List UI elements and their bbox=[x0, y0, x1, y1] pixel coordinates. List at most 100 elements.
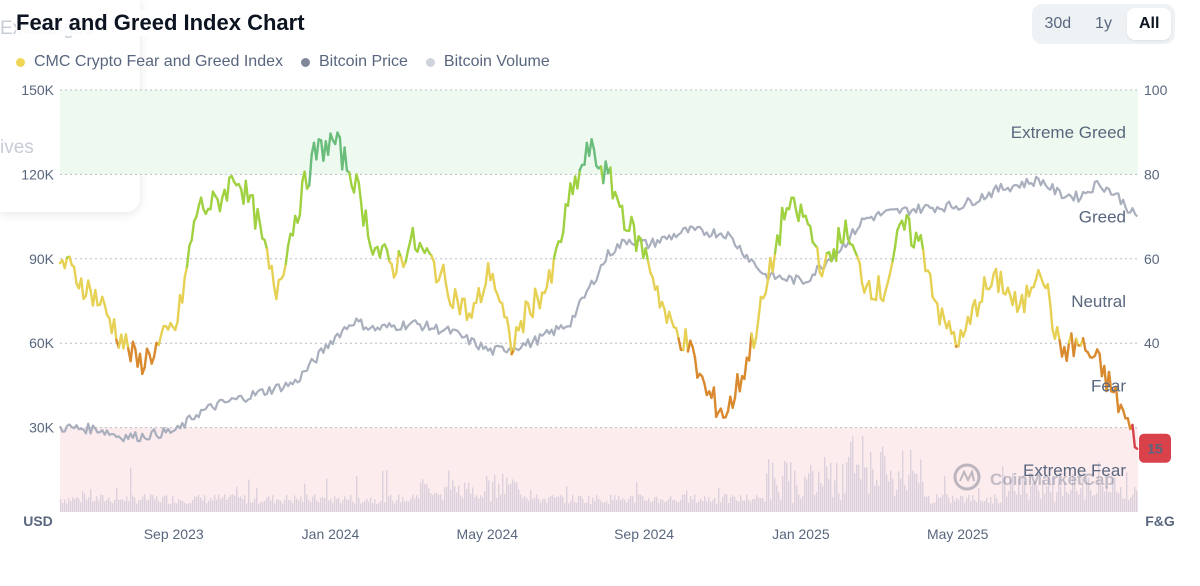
volume-bar bbox=[178, 499, 180, 512]
volume-bar bbox=[916, 474, 918, 512]
volume-bar bbox=[322, 496, 324, 512]
volume-bar bbox=[350, 495, 352, 512]
volume-bar bbox=[562, 496, 564, 512]
volume-bar bbox=[652, 501, 654, 512]
volume-bar bbox=[934, 502, 936, 512]
fear-greed-segment bbox=[86, 279, 92, 292]
volume-bar bbox=[424, 484, 426, 512]
volume-bar bbox=[814, 495, 816, 512]
volume-bar bbox=[516, 482, 518, 512]
volume-bar bbox=[162, 497, 164, 512]
volume-bar bbox=[452, 480, 454, 512]
volume-bar bbox=[930, 503, 932, 512]
fear-greed-segment bbox=[999, 270, 1005, 295]
volume-bar bbox=[644, 500, 646, 512]
volume-bar bbox=[462, 498, 464, 512]
legend-item-fear-greed[interactable]: CMC Crypto Fear and Greed Index bbox=[16, 53, 283, 71]
range-all-button[interactable]: All bbox=[1127, 8, 1172, 40]
volume-bar bbox=[374, 499, 376, 512]
volume-bar bbox=[884, 456, 886, 512]
x-axis-tick: Sep 2024 bbox=[614, 526, 674, 542]
fear-greed-segment bbox=[482, 282, 487, 294]
legend-item-bitcoin-price[interactable]: Bitcoin Price bbox=[301, 53, 408, 71]
volume-bar bbox=[912, 470, 914, 512]
volume-bar bbox=[910, 449, 912, 512]
volume-bar bbox=[468, 482, 470, 512]
volume-bar bbox=[1112, 478, 1114, 512]
volume-bar bbox=[272, 495, 274, 512]
fear-greed-segment bbox=[129, 340, 135, 363]
legend-item-bitcoin-volume[interactable]: Bitcoin Volume bbox=[425, 53, 550, 71]
volume-bar bbox=[388, 496, 390, 512]
volume-bar bbox=[1002, 466, 1004, 512]
volume-bar bbox=[64, 499, 66, 512]
volume-bar bbox=[566, 486, 568, 512]
fear-greed-segment bbox=[533, 287, 539, 299]
volume-bar bbox=[220, 499, 222, 512]
volume-bar bbox=[204, 495, 206, 512]
volume-bar bbox=[788, 480, 790, 512]
volume-bar bbox=[218, 495, 220, 512]
fear-greed-segment bbox=[590, 138, 596, 151]
volume-bar bbox=[490, 500, 492, 512]
volume-bar bbox=[746, 494, 748, 512]
right-axis-unit: F&G bbox=[1145, 513, 1175, 529]
volume-bar bbox=[94, 500, 96, 512]
volume-bar bbox=[1008, 490, 1010, 512]
volume-bar bbox=[432, 494, 434, 512]
fear-greed-segment bbox=[453, 288, 459, 302]
volume-bar bbox=[512, 479, 514, 512]
volume-bar bbox=[718, 488, 720, 512]
left-axis-tick: 150K bbox=[21, 82, 54, 98]
volume-bar bbox=[844, 492, 846, 512]
fear-greed-segment bbox=[522, 300, 527, 334]
volume-bar bbox=[110, 501, 112, 512]
volume-bar bbox=[366, 498, 368, 512]
legend-dot-icon bbox=[16, 57, 25, 67]
fear-greed-segment bbox=[491, 272, 497, 291]
volume-bar bbox=[604, 502, 606, 512]
fear-greed-segment bbox=[152, 341, 158, 358]
volume-bar bbox=[154, 499, 156, 512]
current-value-badge bbox=[1139, 433, 1171, 463]
volume-bar bbox=[994, 494, 996, 512]
fear-greed-segment bbox=[531, 287, 537, 319]
volume-bar bbox=[1090, 490, 1092, 512]
volume-bar bbox=[646, 500, 648, 512]
volume-bar bbox=[570, 501, 572, 512]
range-1y-button[interactable]: 1y bbox=[1095, 15, 1112, 32]
volume-bar bbox=[266, 498, 268, 512]
fear-greed-segment bbox=[552, 246, 558, 260]
volume-bar bbox=[526, 498, 528, 512]
volume-bar bbox=[320, 497, 322, 512]
fear-greed-segment bbox=[609, 166, 614, 200]
volume-bar bbox=[126, 496, 128, 512]
volume-bar bbox=[130, 467, 132, 512]
volume-bar bbox=[940, 497, 942, 512]
chart-legend: CMC Crypto Fear and Greed Index Bitcoin … bbox=[16, 53, 550, 71]
volume-bar bbox=[724, 494, 726, 512]
fear-greed-segment bbox=[195, 204, 201, 219]
zone-label: Extreme Fear bbox=[1023, 461, 1126, 480]
fear-greed-segment bbox=[882, 289, 887, 303]
range-30d-button[interactable]: 30d bbox=[1044, 15, 1072, 32]
volume-bar bbox=[152, 495, 154, 512]
volume-bar bbox=[1034, 480, 1036, 512]
fear-greed-segment bbox=[411, 226, 417, 251]
volume-bar bbox=[856, 464, 858, 512]
volume-bar bbox=[540, 502, 542, 512]
fear-greed-segment bbox=[275, 278, 280, 301]
fear-greed-segment bbox=[256, 207, 262, 225]
fear-greed-segment bbox=[952, 330, 958, 348]
volume-bar bbox=[96, 496, 98, 512]
volume-bar bbox=[186, 503, 188, 512]
volume-bar bbox=[1072, 473, 1074, 512]
zone-label: Extreme Greed bbox=[1011, 123, 1126, 142]
volume-bar bbox=[862, 436, 864, 512]
volume-bar bbox=[976, 502, 978, 512]
volume-bar bbox=[838, 493, 840, 512]
fear-greed-segment bbox=[562, 203, 567, 234]
volume-bar bbox=[1114, 477, 1116, 512]
volume-bar bbox=[696, 503, 698, 512]
fear-greed-segment bbox=[432, 260, 438, 284]
